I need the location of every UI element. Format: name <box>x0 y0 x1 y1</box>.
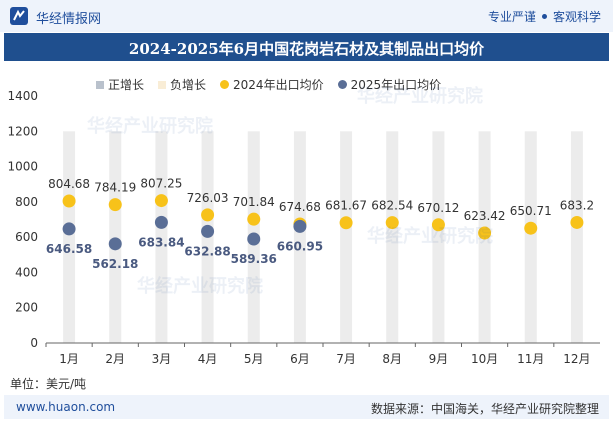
legend-item-positive: 正增长 <box>96 76 144 93</box>
growth-column <box>432 131 445 343</box>
y-tick-label: 0 <box>30 336 38 350</box>
x-tick-label: 5月 <box>244 352 264 366</box>
unit-label: 单位：美元/吨 <box>10 377 87 391</box>
point-2024 <box>431 218 445 232</box>
watermark-text: 华经产业研究院 <box>137 275 263 297</box>
data-label-2024: 682.54 <box>371 199 413 213</box>
y-tick-label: 1000 <box>7 160 38 174</box>
chart-legend: 正增长 负增长 2024年出口均价 2025年出口均价 <box>96 76 441 93</box>
point-2025 <box>247 232 261 246</box>
x-tick-label: 1月 <box>59 352 79 366</box>
y-tick-label: 400 <box>15 265 38 279</box>
data-label-2024: 681.67 <box>325 199 367 213</box>
y-tick-label: 200 <box>15 301 38 315</box>
point-2024 <box>62 194 76 208</box>
chart-plot: 0 200 400 600 800 1000 1200 1400 1月 2月 3月 4月 5月 6月 7月 8… <box>7 85 600 366</box>
watermark-text: 华经产业研究院 <box>87 115 213 137</box>
data-label-2024: 650.71 <box>510 204 552 218</box>
data-label-2024: 670.12 <box>417 201 459 215</box>
data-label-2024: 726.03 <box>187 191 229 205</box>
y-tick-label: 600 <box>15 230 38 244</box>
data-label-2025: 660.95 <box>277 239 323 253</box>
y-tick-label: 1400 <box>7 89 38 103</box>
x-tick-label: 8月 <box>382 352 402 366</box>
point-2024 <box>339 216 353 230</box>
slogan-right: 客观科学 <box>552 10 601 24</box>
x-tick-label: 9月 <box>429 352 449 366</box>
point-2025 <box>62 222 76 236</box>
point-2024 <box>570 215 584 229</box>
x-tick-label: 2月 <box>105 352 125 366</box>
data-label-2024: 683.2 <box>560 198 594 212</box>
point-2024 <box>478 226 492 240</box>
legend-label: 2025年出口均价 <box>350 78 442 92</box>
point-2024 <box>385 216 399 230</box>
brand-name: 华经情报网 <box>36 12 102 27</box>
point-2025 <box>293 219 307 233</box>
huajing-logo-icon <box>10 7 28 25</box>
point-2025 <box>154 215 168 229</box>
data-label-2024: 623.42 <box>464 209 506 223</box>
data-label-2024: 784.19 <box>94 181 136 195</box>
watermark-text: 华经产业研究院 <box>367 225 493 247</box>
slogan-left: 专业严谨 <box>487 10 536 24</box>
x-tick-label: 7月 <box>336 352 356 366</box>
legend-swatch <box>337 80 347 89</box>
data-label-2025: 683.84 <box>138 235 184 249</box>
legend-item-negative: 负增长 <box>158 76 206 93</box>
point-2025 <box>201 224 215 238</box>
y-tick-label: 1200 <box>7 124 38 138</box>
website-link[interactable]: www.huaon.com <box>16 400 116 414</box>
footer-bar: www.huaon.com 数据来源：中国海关，华经产业研究院整理 <box>4 395 609 419</box>
point-2024 <box>201 208 215 222</box>
data-label-2025: 589.36 <box>231 252 277 266</box>
x-tick-label: 11月 <box>517 352 544 366</box>
legend-item-2024: 2024年出口均价 <box>220 76 324 93</box>
y-tick-label: 800 <box>15 195 38 209</box>
data-label-2025: 646.58 <box>46 242 92 256</box>
watermark-text: 华经产业研究院 <box>357 85 483 107</box>
point-2024 <box>154 194 168 208</box>
data-label-2025: 562.18 <box>92 257 138 271</box>
legend-label: 2024年出口均价 <box>233 78 324 92</box>
legend-swatch <box>96 80 104 89</box>
point-2025 <box>108 237 122 251</box>
growth-column <box>386 131 399 343</box>
x-tick-label: 6月 <box>290 352 310 366</box>
data-label-2024: 674.68 <box>279 200 321 214</box>
legend-swatch <box>220 80 230 89</box>
top-bar: 华经情报网 专业严谨 客观科学 <box>0 0 613 32</box>
growth-column <box>155 131 168 343</box>
separator-dot-icon <box>541 14 547 19</box>
x-tick-label: 12月 <box>563 352 590 366</box>
data-label-2024: 807.25 <box>140 177 182 191</box>
growth-column <box>63 131 76 343</box>
data-source: 数据来源：中国海关，华经产业研究院整理 <box>370 402 599 416</box>
data-label-2024: 701.84 <box>233 195 275 209</box>
legend-label: 正增长 <box>108 78 145 92</box>
legend-swatch <box>158 80 167 89</box>
data-label-2025: 632.88 <box>184 244 230 258</box>
point-2024 <box>247 212 261 226</box>
growth-column <box>340 131 353 343</box>
point-2024 <box>108 198 122 212</box>
x-tick-label: 4月 <box>198 352 218 366</box>
legend-item-2025: 2025年出口均价 <box>337 76 442 93</box>
growth-column <box>570 131 583 343</box>
title-bar: 2024-2025年6月中国花岗岩石材及其制品出口均价 <box>4 33 609 61</box>
point-2024 <box>524 221 538 235</box>
x-tick-label: 3月 <box>152 352 172 366</box>
chart-title: 2024-2025年6月中国花岗岩石材及其制品出口均价 <box>128 40 485 58</box>
growth-column <box>109 131 122 343</box>
legend-label: 负增长 <box>170 78 207 92</box>
growth-column <box>524 131 537 343</box>
data-label-2024: 804.68 <box>48 177 90 191</box>
x-tick-label: 10月 <box>471 352 498 366</box>
slogan: 专业严谨 客观科学 <box>488 8 601 25</box>
growth-column <box>293 131 306 343</box>
